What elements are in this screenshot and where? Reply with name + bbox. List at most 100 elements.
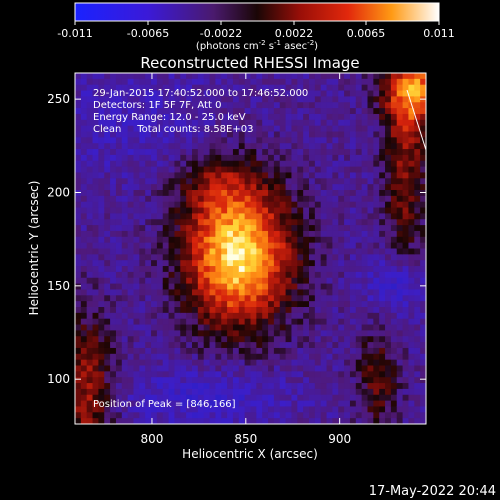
heatmap-cell bbox=[197, 230, 205, 238]
heatmap-cell bbox=[297, 178, 304, 185]
heatmap-cell bbox=[297, 230, 304, 238]
heatmap-cell bbox=[151, 295, 158, 302]
heatmap-cell bbox=[309, 301, 316, 308]
heatmap-cell bbox=[133, 283, 140, 291]
heatmap-cell bbox=[303, 190, 310, 197]
heatmap-cell bbox=[297, 312, 304, 320]
heatmap-cell bbox=[262, 207, 269, 214]
heatmap-cell bbox=[361, 190, 369, 197]
heatmap-cell bbox=[127, 225, 135, 232]
heatmap-cell bbox=[86, 137, 94, 144]
heatmap-cell bbox=[139, 213, 146, 220]
heatmap-cell bbox=[420, 295, 426, 302]
heatmap-cell bbox=[402, 131, 410, 138]
heatmap-cell bbox=[232, 353, 240, 361]
heatmap-cell bbox=[227, 388, 234, 396]
heatmap-cell bbox=[285, 207, 293, 214]
heatmap-cell bbox=[309, 359, 316, 367]
heatmap-cell bbox=[268, 283, 275, 291]
heatmap-cell bbox=[379, 418, 386, 424]
heatmap-cell bbox=[127, 353, 135, 361]
heatmap-cell bbox=[139, 96, 146, 103]
heatmap-cell bbox=[320, 371, 328, 378]
heatmap-cell bbox=[332, 248, 339, 255]
heatmap-cell bbox=[186, 201, 193, 209]
heatmap-cell bbox=[344, 195, 351, 203]
heatmap-cell bbox=[151, 388, 158, 396]
heatmap-cell bbox=[344, 312, 351, 320]
heatmap-cell bbox=[285, 330, 293, 337]
heatmap-cell bbox=[291, 195, 298, 203]
heatmap-cell bbox=[104, 119, 111, 127]
heatmap-cell bbox=[168, 330, 176, 337]
heatmap-cell bbox=[192, 301, 199, 308]
heatmap-cell bbox=[408, 377, 415, 384]
heatmap-cell bbox=[285, 324, 293, 331]
heatmap-cell bbox=[303, 353, 310, 361]
heatmap-cell bbox=[320, 102, 328, 109]
heatmap-cell bbox=[127, 318, 135, 326]
heatmap-cell bbox=[86, 131, 94, 138]
heatmap-cell bbox=[291, 236, 298, 244]
heatmap-cell bbox=[221, 213, 228, 220]
heatmap-cell bbox=[390, 137, 398, 144]
colorbar-tick-label: 0.011 bbox=[423, 27, 455, 40]
heatmap-cell bbox=[104, 230, 111, 238]
heatmap-cell bbox=[180, 394, 187, 402]
heatmap-cell bbox=[121, 254, 129, 261]
heatmap-cell bbox=[367, 330, 374, 337]
heatmap-cell bbox=[227, 400, 234, 408]
heatmap-cell bbox=[209, 248, 216, 255]
x-tick-label: 800 bbox=[141, 432, 164, 446]
heatmap-cell bbox=[238, 400, 246, 408]
heatmap-cell bbox=[92, 131, 99, 138]
heatmap-cell bbox=[279, 301, 287, 308]
heatmap-cell bbox=[133, 365, 140, 372]
heatmap-cell bbox=[121, 371, 129, 378]
heatmap-cell bbox=[326, 96, 333, 103]
heatmap-cell bbox=[420, 178, 426, 185]
heatmap-cell bbox=[256, 359, 263, 367]
heatmap-cell bbox=[379, 201, 386, 209]
heatmap-cell bbox=[326, 400, 333, 408]
heatmap-cell bbox=[291, 347, 298, 355]
heatmap-cell bbox=[268, 178, 275, 185]
heatmap-cell bbox=[332, 137, 339, 144]
heatmap-cell bbox=[273, 201, 281, 209]
heatmap-cell bbox=[197, 347, 205, 355]
heatmap-cell bbox=[338, 131, 345, 138]
heatmap-cell bbox=[420, 190, 426, 197]
heatmap-cell bbox=[379, 283, 386, 291]
heatmap-cell bbox=[127, 400, 135, 408]
heatmap-cell bbox=[320, 359, 328, 367]
heatmap-cell bbox=[396, 377, 404, 384]
heatmap-cell bbox=[110, 166, 117, 174]
heatmap-cell bbox=[197, 184, 205, 191]
heatmap-cell bbox=[396, 295, 404, 302]
heatmap-cell bbox=[238, 260, 246, 267]
heatmap-cell bbox=[244, 73, 252, 80]
heatmap-cell bbox=[209, 242, 216, 250]
heatmap-cell bbox=[98, 149, 105, 156]
heatmap-cell bbox=[268, 353, 275, 361]
heatmap-cell bbox=[227, 102, 234, 109]
heatmap-cell bbox=[414, 96, 421, 103]
heatmap-cell bbox=[367, 190, 374, 197]
heatmap-cell bbox=[186, 90, 193, 97]
heatmap-cell bbox=[390, 412, 398, 419]
heatmap-cell bbox=[379, 96, 386, 103]
heatmap-cell bbox=[303, 102, 310, 109]
heatmap-cell bbox=[320, 108, 328, 115]
heatmap-cell bbox=[291, 166, 298, 174]
heatmap-cell bbox=[227, 283, 234, 291]
heatmap-cell bbox=[332, 219, 339, 226]
heatmap-cell bbox=[250, 248, 257, 255]
heatmap-cell bbox=[344, 225, 351, 232]
heatmap-cell bbox=[98, 201, 105, 209]
heatmap-cell bbox=[332, 96, 339, 103]
heatmap-cell bbox=[297, 388, 304, 396]
heatmap-cell bbox=[326, 84, 333, 92]
heatmap-cell bbox=[80, 383, 88, 390]
heatmap-cell bbox=[104, 254, 111, 261]
heatmap-cell bbox=[349, 236, 357, 244]
